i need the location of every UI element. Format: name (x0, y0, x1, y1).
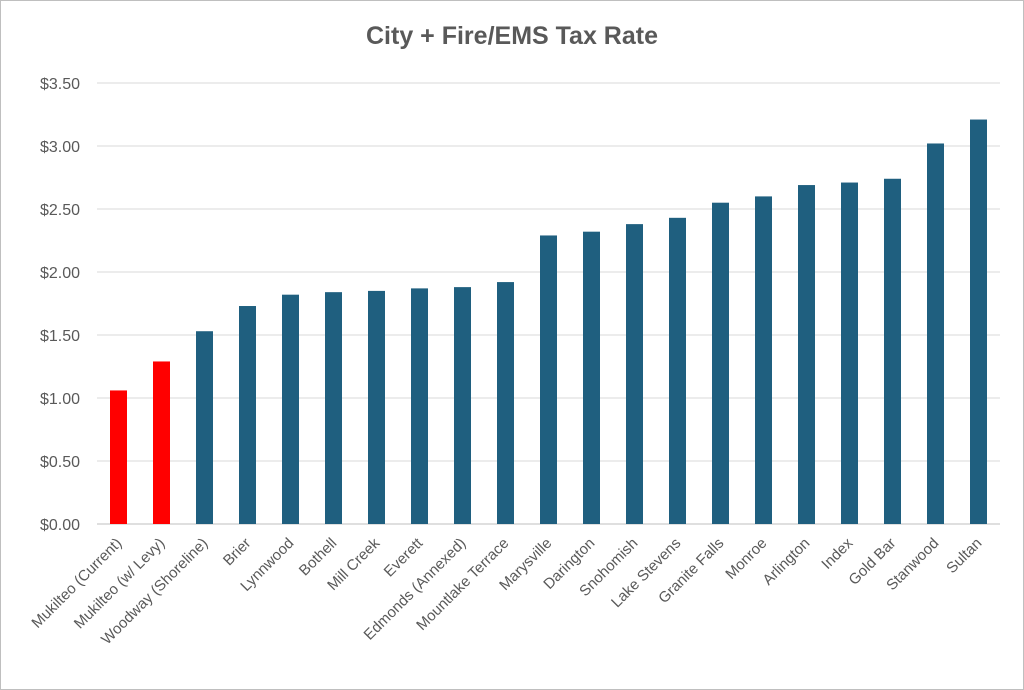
y-axis-labels: $0.00 $0.50 $1.00 $1.50 $2.00 $2.50 $3.00 $3.50 (40, 76, 80, 534)
bar (798, 185, 815, 524)
y-tick-label: $1.50 (40, 328, 80, 345)
bar (153, 361, 170, 524)
x-tick-label: Brier (220, 535, 254, 569)
bar (884, 178, 901, 524)
y-tick-label: $2.00 (40, 265, 80, 282)
x-tick-label: Arlington (759, 535, 813, 589)
y-tick-label: $2.50 (40, 202, 80, 219)
bar (110, 390, 127, 524)
bar (239, 306, 256, 524)
bar (755, 196, 772, 524)
bar (325, 292, 342, 524)
bar (411, 288, 428, 524)
bars (110, 119, 987, 525)
bar (970, 119, 987, 524)
bar (540, 235, 557, 524)
bar (927, 143, 944, 525)
bar (626, 224, 643, 524)
bar (841, 182, 858, 525)
bar (368, 290, 385, 524)
chart-title: City + Fire/EMS Tax Rate (366, 22, 658, 50)
bar (583, 231, 600, 524)
bar (454, 287, 471, 524)
bar (497, 282, 514, 524)
bar (282, 294, 299, 524)
y-tick-label: $3.50 (40, 76, 80, 93)
y-tick-label: $0.50 (40, 454, 80, 471)
x-tick-label: Index (818, 534, 856, 572)
y-tick-label: $0.00 (40, 517, 80, 534)
x-axis-labels: Mukilteo (Current)Mukilteo (w/ Levy)Wood… (28, 534, 985, 648)
bar (712, 202, 729, 524)
x-tick-label: Sultan (943, 535, 985, 577)
y-tick-label: $1.00 (40, 391, 80, 408)
bar (196, 331, 213, 524)
bar (669, 217, 686, 524)
y-tick-label: $3.00 (40, 139, 80, 156)
